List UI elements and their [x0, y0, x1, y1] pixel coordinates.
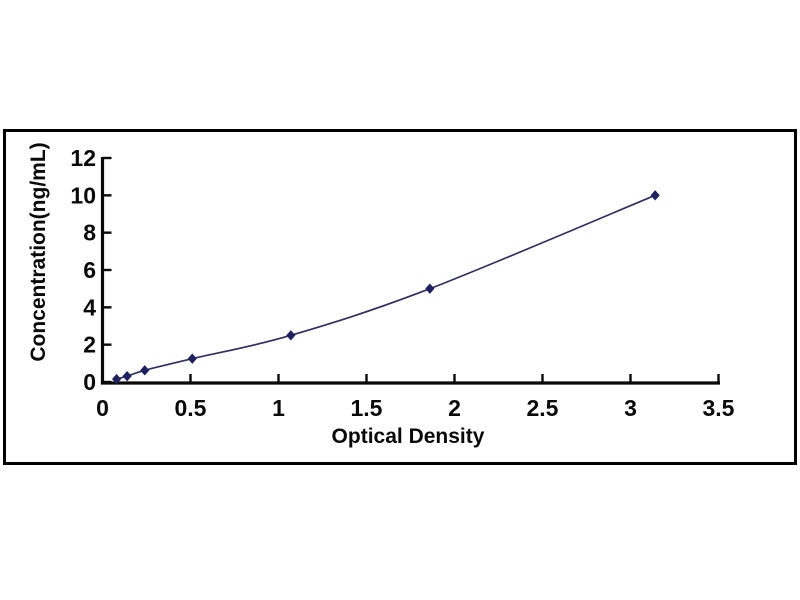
- plot-border: [3, 129, 797, 465]
- y-tick-label: 0: [83, 369, 96, 395]
- x-axis-title: Optical Density: [332, 425, 485, 448]
- x-tick-label: 1: [272, 395, 285, 421]
- x-tick-label: 2.5: [527, 395, 559, 421]
- data-point-marker: [140, 365, 150, 376]
- axis-tick-labels: 0 0.5 1 1.5 2 2.5 3 3.5 0 2 4 6 8 10 12: [70, 145, 734, 421]
- x-tick-label: 2: [448, 395, 461, 421]
- data-point-marker: [111, 373, 122, 385]
- data-point-markers: [111, 190, 660, 385]
- x-tick-label: 3: [624, 395, 637, 421]
- x-tick-label: 0: [96, 395, 109, 421]
- x-tick-label: 3.5: [703, 395, 735, 421]
- standard-curve-line: [116, 194, 656, 380]
- x-tick-label: 1.5: [351, 395, 383, 421]
- data-point-marker: [650, 190, 660, 201]
- y-tick-label: 6: [83, 257, 96, 283]
- axis-ticks: [101, 156, 720, 384]
- y-tick-label: 2: [83, 332, 96, 358]
- y-tick-label: 4: [83, 294, 96, 320]
- x-tick-label: 0.5: [175, 395, 207, 421]
- y-tick-label: 8: [83, 220, 96, 246]
- data-point-marker: [187, 353, 197, 364]
- y-axis-title: Concentration(ng/mL): [27, 142, 50, 361]
- data-point-marker: [425, 283, 435, 294]
- data-point-marker: [286, 330, 296, 341]
- y-tick-label: 12: [70, 145, 96, 171]
- data-point-marker: [122, 370, 132, 382]
- axes: [100, 156, 720, 385]
- y-tick-label: 10: [70, 182, 96, 208]
